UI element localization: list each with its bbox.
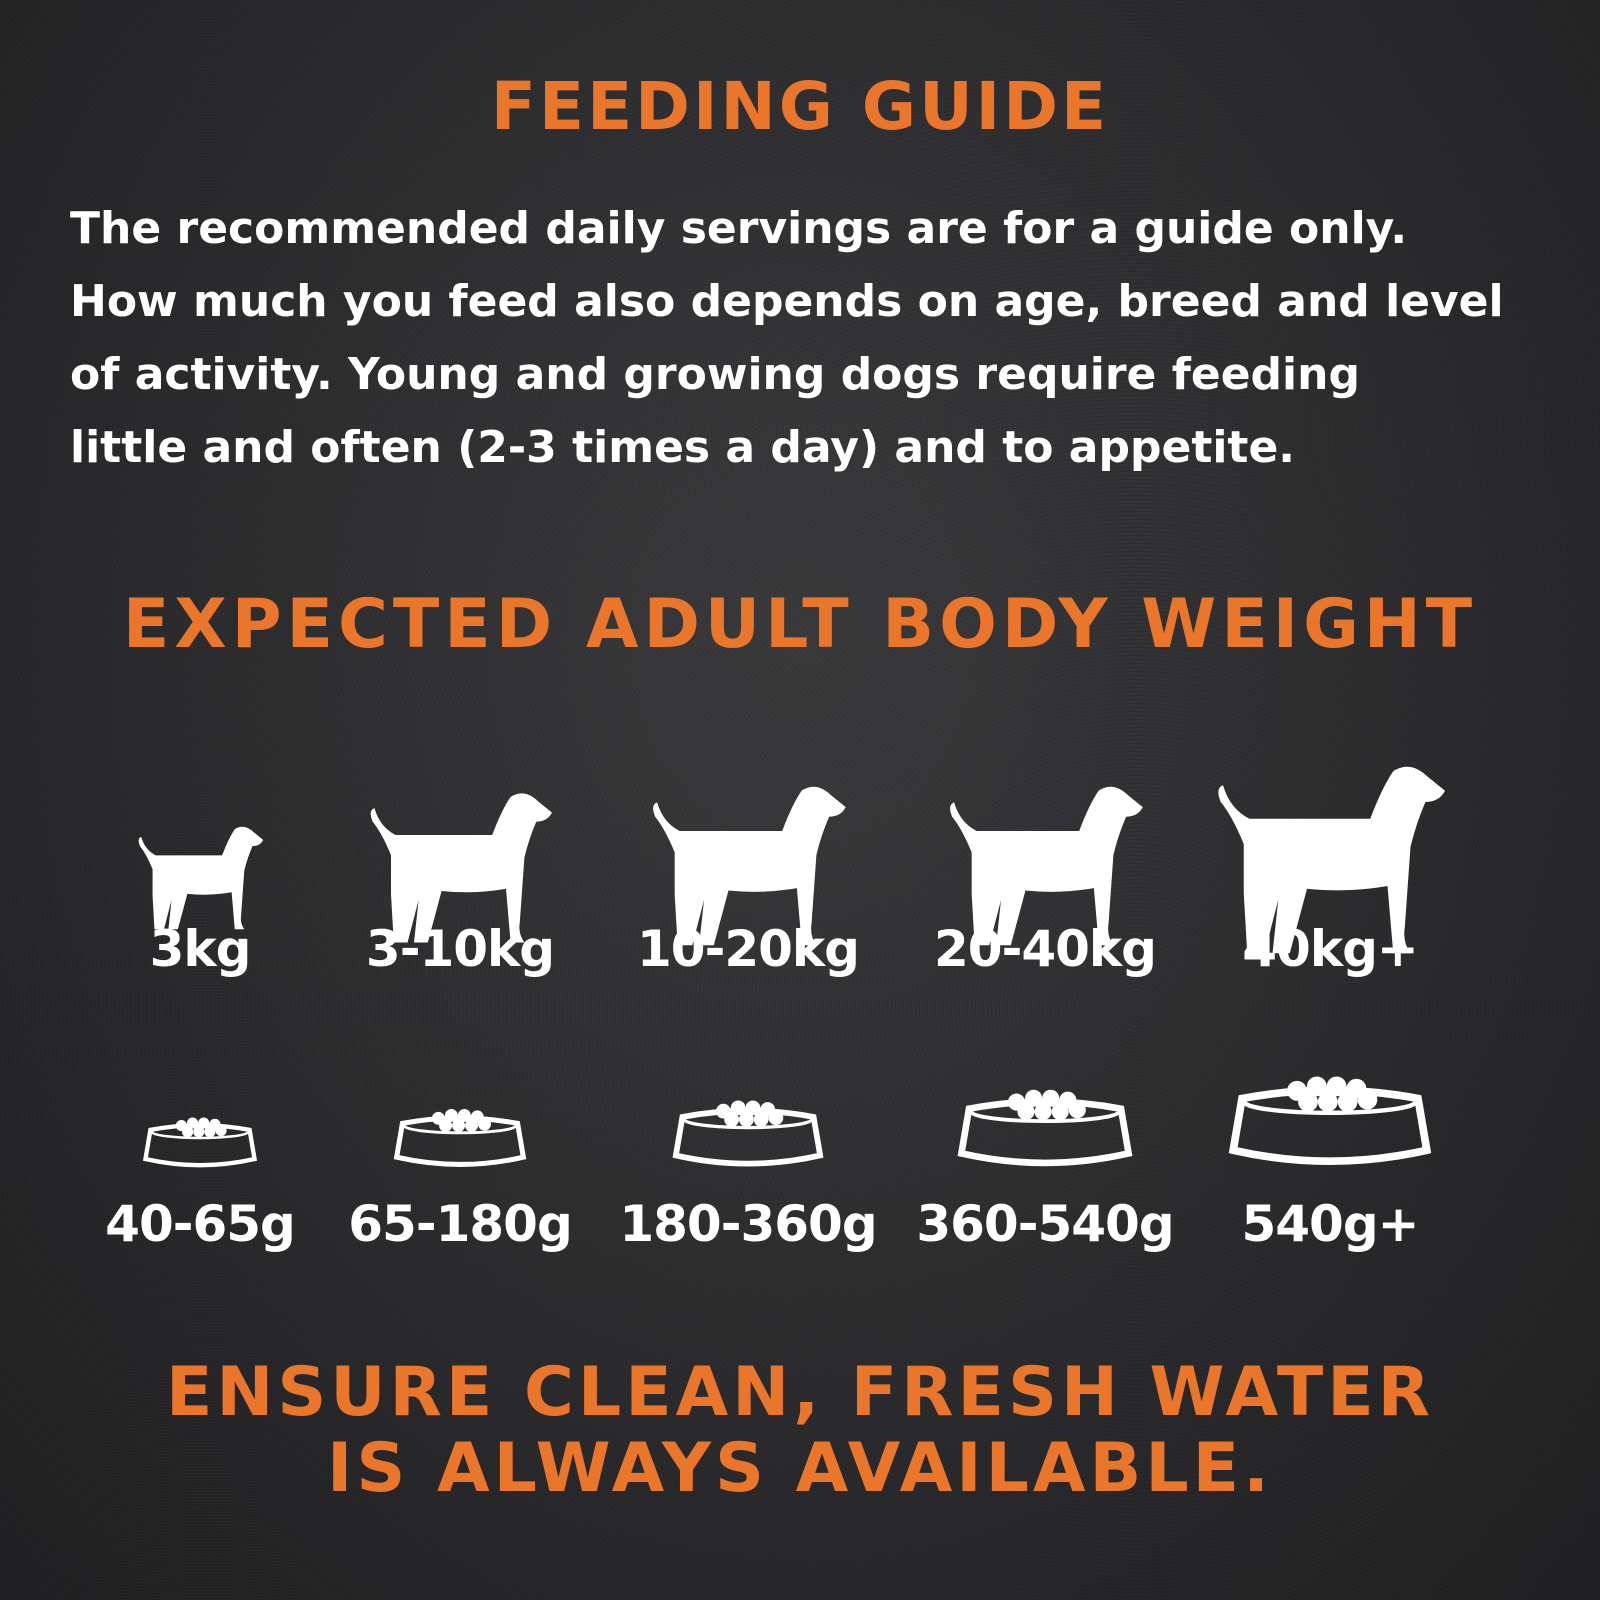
food-bowl-icon [138,1102,262,1174]
intro-line: of activity. Young and growing dogs requ… [70,349,1360,400]
weight-label: 40kg+ [1242,920,1419,978]
food-bowl-icon [666,1080,830,1174]
weight-label: 10-20kg [637,920,860,978]
weight-label: 3kg [149,920,252,978]
weight-heading: EXPECTED ADULT BODY WEIGHT [122,585,1478,664]
food-bowl-icon [388,1091,532,1174]
weight-label: 20-40kg [934,920,1157,978]
food-bowl-icon [950,1066,1140,1175]
weight-label: 3-10kg [365,920,555,978]
serving-label: 360-540g [916,1195,1174,1253]
food-bowl-icon [1220,1049,1440,1174]
airedale-silhouette-icon [363,788,556,949]
intro-line: little and often (2-3 times a day) and t… [70,422,1296,473]
intro-line: How much you feed also depends on age, b… [70,276,1504,327]
serving-label: 65-180g [348,1195,572,1253]
serving-label: 40-65g [105,1195,296,1253]
serving-label: 180-360g [619,1195,877,1253]
serving-label: 540g+ [1241,1195,1419,1253]
water-notice: ENSURE CLEAN, FRESH WATER IS ALWAYS AVAI… [0,1355,1600,1507]
water-line: ENSURE CLEAN, FRESH WATER [165,1353,1435,1432]
page-title: FEEDING GUIDE [490,68,1110,145]
intro-line: The recommended daily servings are for a… [70,203,1408,254]
labrador-silhouette-icon [645,781,850,952]
great-dane-silhouette-icon [1209,760,1451,960]
mastiff-silhouette-icon [942,781,1147,952]
feeding-intro: The recommended daily servings are for a… [70,192,1570,484]
terrier-silhouette-icon [134,823,267,935]
water-line: IS ALWAYS AVAILABLE. [327,1429,1273,1508]
